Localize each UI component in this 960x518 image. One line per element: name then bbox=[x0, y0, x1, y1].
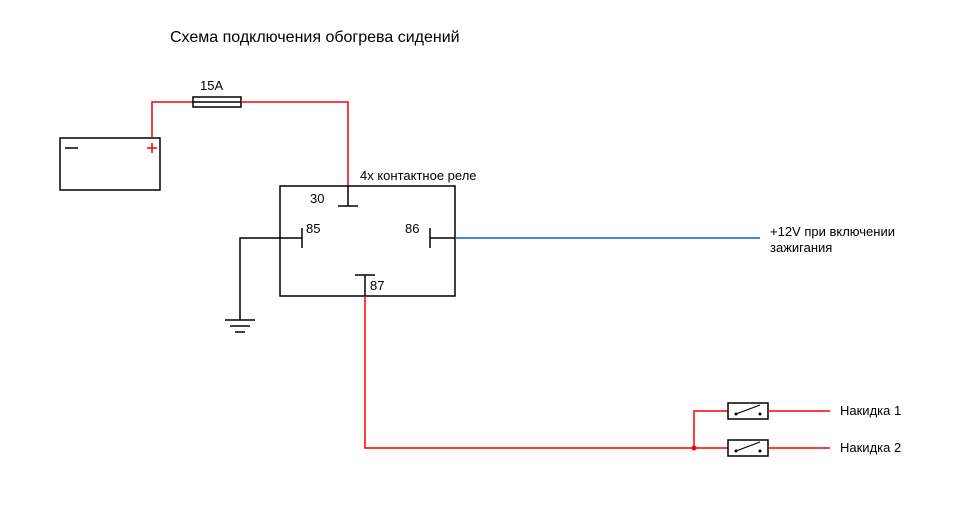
relay-title: 4x контактное реле bbox=[360, 168, 477, 183]
relay-pin-85: 85 bbox=[306, 221, 320, 236]
switch2-label: Накидка 2 bbox=[840, 440, 901, 455]
wire-relay-to-loads bbox=[365, 296, 694, 448]
ground-symbol bbox=[225, 320, 255, 332]
relay-pin-30: 30 bbox=[310, 191, 324, 206]
wire-battery-to-fuse bbox=[152, 102, 193, 138]
switch-2 bbox=[728, 440, 768, 456]
relay-symbol: 4x контактное реле 30 85 86 87 bbox=[280, 168, 477, 296]
diagram-title: Схема подключения обогрева сидений bbox=[170, 29, 460, 46]
wiring-diagram: Схема подключения обогрева сидений 15А 4… bbox=[0, 0, 960, 518]
wire-fuse-to-relay bbox=[241, 102, 348, 186]
ignition-label-1: +12V при включении bbox=[770, 224, 895, 239]
battery-symbol bbox=[60, 138, 160, 190]
fuse-symbol: 15А bbox=[193, 78, 241, 107]
fuse-label: 15А bbox=[200, 78, 223, 93]
switch-1 bbox=[728, 403, 768, 419]
relay-pin-87: 87 bbox=[370, 278, 384, 293]
wire-branch-switch1 bbox=[694, 411, 728, 448]
wire-relay-to-ground bbox=[240, 238, 280, 320]
switch1-label: Накидка 1 bbox=[840, 403, 901, 418]
relay-pin-86: 86 bbox=[405, 221, 419, 236]
ignition-label-2: зажигания bbox=[770, 240, 832, 255]
